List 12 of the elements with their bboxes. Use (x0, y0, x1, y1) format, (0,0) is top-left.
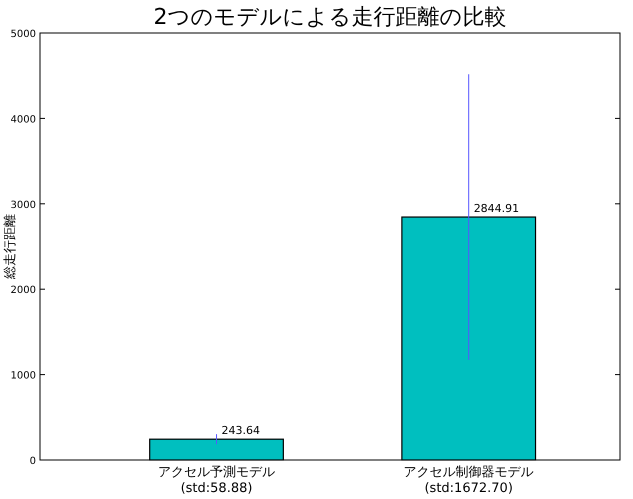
y-tick-label: 5000 (10, 29, 36, 40)
y-axis-title: 総走行距離 (3, 214, 18, 280)
x-tick-label: アクセル制御器モデル (std:1672.70) (404, 465, 534, 496)
data-label: 243.64 (222, 424, 260, 438)
y-tick-label: 3000 (10, 200, 36, 211)
y-tick-label: 2000 (10, 285, 36, 296)
y-tick-label: 1000 (10, 370, 36, 382)
y-tick-label: 0 (30, 456, 36, 467)
x-tick-label: アクセル予測モデル (std:58.88) (158, 465, 276, 496)
data-label: 2844.91 (474, 202, 520, 216)
chart-title: 2つのモデルによる走行距離の比較 (154, 5, 506, 30)
y-tick-label: 4000 (10, 114, 36, 126)
